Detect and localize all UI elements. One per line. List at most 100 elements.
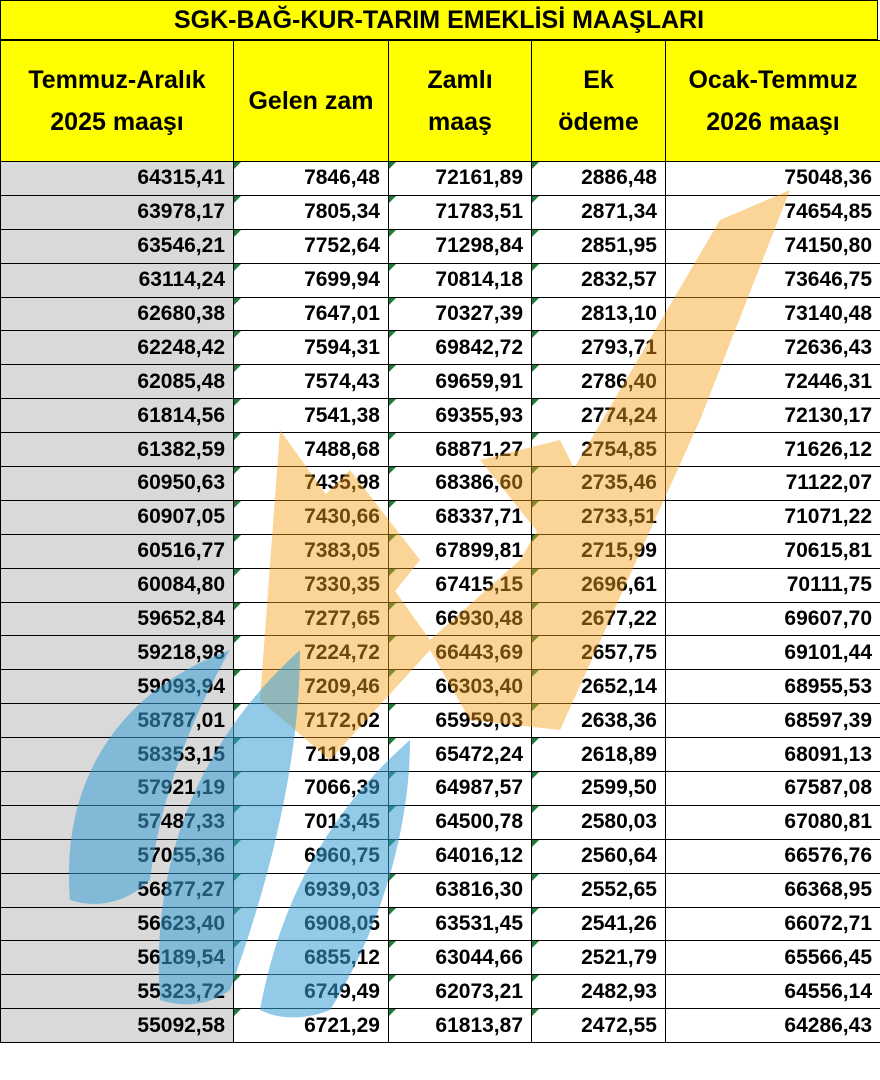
table-cell[interactable]: 60950,63 [0, 466, 234, 501]
table-cell[interactable]: 2754,85 [531, 432, 666, 468]
table-cell[interactable]: 2871,34 [531, 194, 666, 230]
table-cell[interactable]: 57487,33 [0, 804, 234, 840]
table-cell[interactable]: 57921,19 [0, 771, 234, 806]
table-cell[interactable]: 2832,57 [531, 262, 666, 298]
table-cell[interactable]: 7172,02 [233, 703, 389, 739]
table-cell[interactable]: 75048,36 [665, 161, 880, 196]
table-cell[interactable]: 7330,35 [233, 567, 389, 603]
table-cell[interactable]: 68955,53 [665, 669, 880, 705]
table-cell[interactable]: 68337,71 [388, 499, 532, 535]
table-cell[interactable]: 2652,14 [531, 669, 666, 705]
table-cell[interactable]: 2886,48 [531, 161, 666, 196]
table-cell[interactable]: 68386,60 [388, 466, 532, 501]
table-cell[interactable]: 70615,81 [665, 533, 880, 569]
table-cell[interactable]: 72636,43 [665, 330, 880, 366]
table-cell[interactable]: 67080,81 [665, 804, 880, 840]
table-cell[interactable]: 66576,76 [665, 838, 880, 874]
table-cell[interactable]: 2657,75 [531, 635, 666, 671]
table-cell[interactable]: 2521,79 [531, 940, 666, 976]
table-cell[interactable]: 61813,87 [388, 1008, 532, 1044]
table-cell[interactable]: 63114,24 [0, 262, 234, 298]
table-cell[interactable]: 55323,72 [0, 974, 234, 1010]
header-cell-raised-salary[interactable]: Zamlı maaş [388, 40, 532, 162]
table-cell[interactable]: 2618,89 [531, 737, 666, 773]
table-cell[interactable]: 62085,48 [0, 364, 234, 400]
table-cell[interactable]: 2851,95 [531, 228, 666, 264]
table-cell[interactable]: 7209,46 [233, 669, 389, 705]
table-cell[interactable]: 62680,38 [0, 296, 234, 332]
table-cell[interactable]: 67899,81 [388, 533, 532, 569]
table-cell[interactable]: 73646,75 [665, 262, 880, 298]
table-cell[interactable]: 59093,94 [0, 669, 234, 705]
table-cell[interactable]: 6939,03 [233, 872, 389, 908]
table-cell[interactable]: 55092,58 [0, 1008, 234, 1044]
table-cell[interactable]: 68597,39 [665, 703, 880, 739]
table-cell[interactable]: 65472,24 [388, 737, 532, 773]
table-cell[interactable]: 74654,85 [665, 194, 880, 230]
table-cell[interactable]: 2793,71 [531, 330, 666, 366]
table-cell[interactable]: 2696,61 [531, 567, 666, 603]
table-cell[interactable]: 2733,51 [531, 499, 666, 535]
table-cell[interactable]: 63044,66 [388, 940, 532, 976]
table-cell[interactable]: 6721,29 [233, 1008, 389, 1044]
table-cell[interactable]: 71298,84 [388, 228, 532, 264]
table-cell[interactable]: 66930,48 [388, 601, 532, 637]
table-cell[interactable]: 63816,30 [388, 872, 532, 908]
table-cell[interactable]: 70327,39 [388, 296, 532, 332]
table-cell[interactable]: 71122,07 [665, 466, 880, 501]
table-cell[interactable]: 63546,21 [0, 228, 234, 264]
table-cell[interactable]: 59218,98 [0, 635, 234, 671]
table-cell[interactable]: 7541,38 [233, 398, 389, 434]
table-cell[interactable]: 64556,14 [665, 974, 880, 1010]
table-cell[interactable]: 56189,54 [0, 940, 234, 976]
table-cell[interactable]: 2735,46 [531, 466, 666, 501]
table-cell[interactable]: 64500,78 [388, 804, 532, 840]
table-cell[interactable]: 64315,41 [0, 161, 234, 196]
table-cell[interactable]: 2482,93 [531, 974, 666, 1010]
table-cell[interactable]: 2599,50 [531, 771, 666, 806]
table-cell[interactable]: 69101,44 [665, 635, 880, 671]
table-cell[interactable]: 61382,59 [0, 432, 234, 468]
table-cell[interactable]: 70111,75 [665, 567, 880, 603]
table-cell[interactable]: 70814,18 [388, 262, 532, 298]
table-cell[interactable]: 64987,57 [388, 771, 532, 806]
header-cell-extra-payment[interactable]: Ek ödeme [531, 40, 666, 162]
table-cell[interactable]: 7594,31 [233, 330, 389, 366]
table-cell[interactable]: 66072,71 [665, 906, 880, 942]
table-cell[interactable]: 68871,27 [388, 432, 532, 468]
table-cell[interactable]: 65959,03 [388, 703, 532, 739]
table-cell[interactable]: 67415,15 [388, 567, 532, 603]
table-cell[interactable]: 6855,12 [233, 940, 389, 976]
table-cell[interactable]: 2638,36 [531, 703, 666, 739]
table-cell[interactable]: 7383,05 [233, 533, 389, 569]
table-cell[interactable]: 7435,98 [233, 466, 389, 501]
table-cell[interactable]: 57055,36 [0, 838, 234, 874]
header-cell-jan-jul-2026[interactable]: Ocak-Temmuz 2026 maaşı [665, 40, 880, 162]
table-cell[interactable]: 6908,05 [233, 906, 389, 942]
table-cell[interactable]: 7277,65 [233, 601, 389, 637]
table-cell[interactable]: 7066,39 [233, 771, 389, 806]
table-cell[interactable]: 69659,91 [388, 364, 532, 400]
table-cell[interactable]: 2580,03 [531, 804, 666, 840]
table-cell[interactable]: 7224,72 [233, 635, 389, 671]
table-cell[interactable]: 7805,34 [233, 194, 389, 230]
table-cell[interactable]: 73140,48 [665, 296, 880, 332]
table-cell[interactable]: 58787,01 [0, 703, 234, 739]
table-cell[interactable]: 7846,48 [233, 161, 389, 196]
table-cell[interactable]: 69355,93 [388, 398, 532, 434]
table-cell[interactable]: 7752,64 [233, 228, 389, 264]
table-cell[interactable]: 62248,42 [0, 330, 234, 366]
table-cell[interactable]: 6749,49 [233, 974, 389, 1010]
table-cell[interactable]: 6960,75 [233, 838, 389, 874]
table-cell[interactable]: 56623,40 [0, 906, 234, 942]
table-cell[interactable]: 68091,13 [665, 737, 880, 773]
table-cell[interactable]: 2715,99 [531, 533, 666, 569]
table-cell[interactable]: 71071,22 [665, 499, 880, 535]
table-cell[interactable]: 2813,10 [531, 296, 666, 332]
table-cell[interactable]: 69842,72 [388, 330, 532, 366]
table-cell[interactable]: 2774,24 [531, 398, 666, 434]
table-cell[interactable]: 72446,31 [665, 364, 880, 400]
table-cell[interactable]: 69607,70 [665, 601, 880, 637]
table-cell[interactable]: 72161,89 [388, 161, 532, 196]
table-cell[interactable]: 74150,80 [665, 228, 880, 264]
